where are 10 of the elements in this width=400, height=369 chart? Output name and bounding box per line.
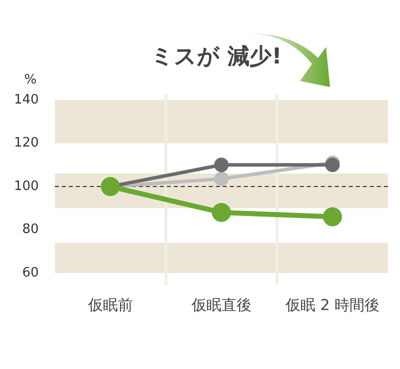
x-tick-label: 仮眠前 [86, 296, 133, 314]
y-tick-label: 100 [14, 178, 39, 194]
x-tick-label: 仮眠直後 [190, 296, 252, 314]
y-tick-label: 140 [14, 92, 39, 108]
y-axis-title: % [24, 72, 37, 88]
y-tick-label: 80 [22, 222, 39, 238]
x-tick-label: 仮眠 2 時間後 [284, 296, 380, 314]
chart-title: ミスが 減少! [151, 44, 282, 70]
y-tick-label: 120 [14, 136, 39, 151]
y-tick-label: 60 [22, 265, 39, 280]
